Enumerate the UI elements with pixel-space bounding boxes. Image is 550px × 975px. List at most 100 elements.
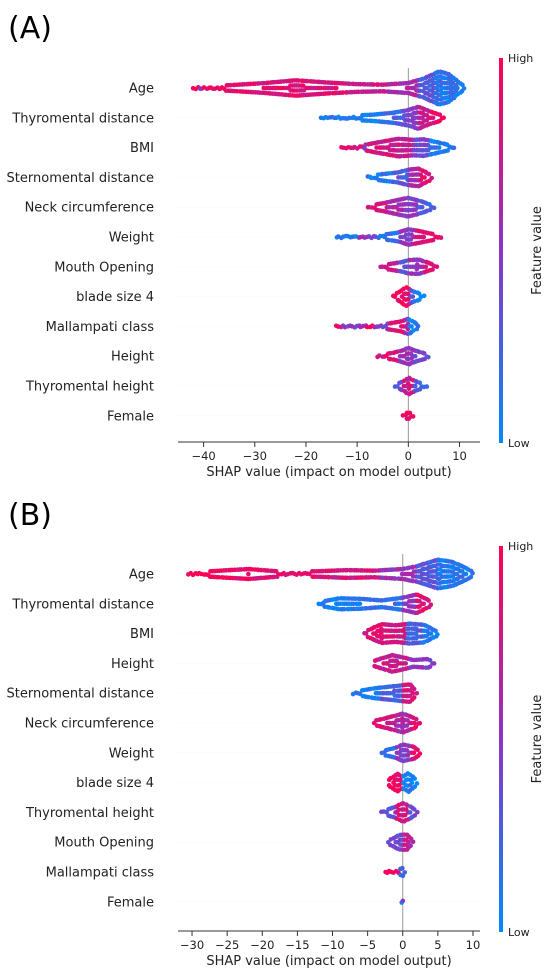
shap-point — [415, 809, 420, 815]
feature-label: Height — [111, 657, 154, 672]
shap-point — [411, 686, 417, 692]
x-tick-label: 10 — [466, 938, 481, 952]
x-tick-label: 0 — [399, 938, 406, 952]
shap-point — [460, 82, 465, 88]
shap-point — [419, 204, 425, 210]
shap-point — [407, 810, 413, 815]
feature-label: Thyromental distance — [11, 597, 154, 612]
shap-point — [437, 112, 443, 118]
colorbar-low-label: Low — [508, 437, 530, 450]
shap-point — [412, 776, 417, 781]
shap-point — [417, 380, 423, 386]
shap-point — [410, 839, 416, 845]
shap-point — [421, 351, 427, 356]
feature-label: Height — [111, 350, 154, 365]
shap-point — [451, 145, 457, 151]
shap-point — [407, 142, 412, 148]
shap-point — [411, 807, 417, 812]
shap-point — [397, 601, 402, 607]
feature-label: Age — [129, 82, 154, 97]
shap-point — [417, 751, 423, 756]
x-tick-label: −30 — [243, 449, 267, 463]
shap-point — [410, 414, 416, 419]
shap-point — [423, 264, 429, 270]
panel-label: (B) — [8, 498, 52, 533]
shap-point — [426, 598, 431, 603]
panel-b: (B) Age Thyromental distance BMI Height Stern… — [7, 498, 545, 969]
shap-point — [450, 80, 456, 86]
shap-point — [430, 115, 436, 121]
feature-label: Sternomental distance — [7, 171, 154, 186]
shap-point — [421, 293, 427, 299]
shap-point — [411, 695, 417, 700]
x-tick-label: 5 — [434, 938, 441, 952]
shap-point — [436, 145, 442, 150]
shap-point — [410, 294, 416, 299]
shap-point — [421, 571, 427, 577]
shap-point — [402, 870, 408, 875]
colorbar — [499, 58, 503, 443]
shap-point — [402, 812, 408, 818]
shap-point — [340, 90, 346, 95]
x-tick-label: 10 — [452, 449, 467, 463]
shap-point — [470, 570, 475, 576]
shap-point — [424, 384, 430, 389]
feature-label: Mallampati class — [46, 320, 155, 335]
shap-point — [455, 85, 460, 91]
shap-point — [433, 628, 438, 634]
feature-label: BMI — [130, 627, 154, 642]
shap-point — [428, 631, 434, 636]
colorbar-title: Feature value — [530, 695, 545, 784]
shap-point — [424, 85, 429, 91]
colorbar-high-label: High — [508, 540, 533, 553]
x-axis-title: SHAP value (impact on model output) — [206, 954, 451, 969]
x-axis-title: SHAP value (impact on model output) — [206, 465, 451, 480]
feature-label: Thyromental distance — [11, 111, 154, 126]
shap-point — [357, 601, 363, 607]
shap-point — [329, 85, 335, 91]
x-tick-label: −20 — [294, 449, 318, 463]
shap-point — [333, 85, 339, 91]
shap-point — [445, 148, 451, 153]
shap-point — [412, 383, 418, 389]
shap-point — [412, 813, 418, 818]
shap-point — [392, 576, 398, 581]
shap-point — [417, 88, 423, 94]
shap-point — [407, 688, 413, 693]
feature-label: Weight — [109, 231, 154, 246]
shap-point — [408, 843, 413, 849]
shap-point — [246, 571, 251, 577]
shap-point — [407, 410, 413, 416]
colorbar-high-label: High — [508, 52, 533, 65]
shap-point — [400, 865, 405, 871]
feature-label: Mallampati class — [46, 866, 155, 881]
x-tick-label: −10 — [320, 938, 344, 952]
feature-label: Weight — [109, 746, 154, 761]
shap-point — [400, 898, 406, 904]
x-tick-label: −40 — [191, 449, 215, 463]
shap-point — [429, 175, 435, 181]
shap-point — [441, 115, 446, 121]
feature-label: Mouth Opening — [54, 836, 154, 851]
shap-point — [430, 231, 435, 237]
shap-point — [415, 747, 420, 753]
shap-point — [406, 636, 412, 641]
shap-point — [427, 657, 433, 663]
shap-point — [409, 324, 414, 329]
shap-point — [405, 147, 410, 153]
shap-point — [401, 353, 407, 359]
shap-point — [421, 601, 427, 607]
shap-point — [392, 688, 397, 694]
shap-point — [342, 606, 347, 612]
feature-label: Mouth Opening — [54, 260, 154, 275]
shap-point — [386, 204, 392, 210]
colorbar-low-label: Low — [508, 926, 530, 939]
shap-point — [409, 780, 415, 785]
shap-point — [400, 873, 406, 879]
feature-label: Female — [107, 409, 154, 424]
x-tick-label: −10 — [345, 449, 369, 463]
shap-point — [430, 237, 436, 243]
shap-point — [430, 267, 435, 272]
shap-point — [300, 83, 306, 88]
